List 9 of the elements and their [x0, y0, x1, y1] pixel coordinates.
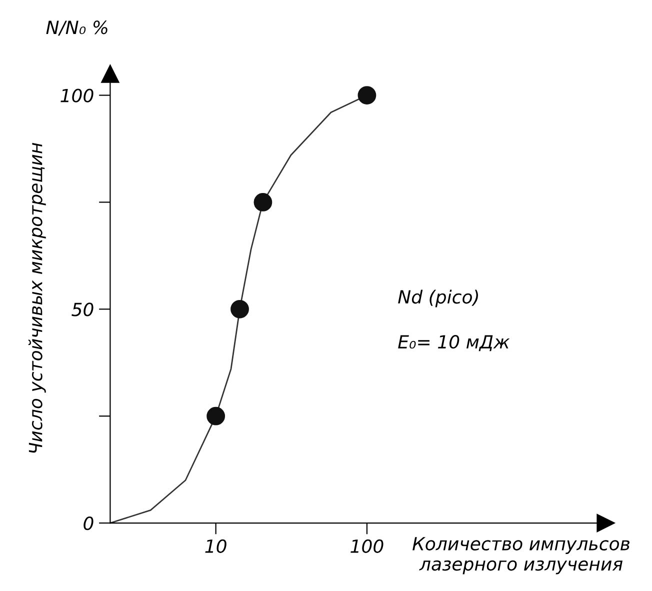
x-axis-title: Количество импульсов лазерного излучения: [412, 537, 630, 574]
text: N/N₀ %: [46, 20, 108, 36]
y-tick-label: 100: [60, 88, 94, 102]
y-axis-title: Число устойчивых микротрещин: [28, 142, 46, 453]
y-tick-label: 0: [84, 516, 94, 530]
annotation: Nd (pico): [398, 290, 478, 308]
annotation: E₀= 10 мДж: [398, 334, 510, 352]
x-tick-label: 10: [205, 539, 226, 553]
y-tick-label: 50: [72, 302, 94, 316]
